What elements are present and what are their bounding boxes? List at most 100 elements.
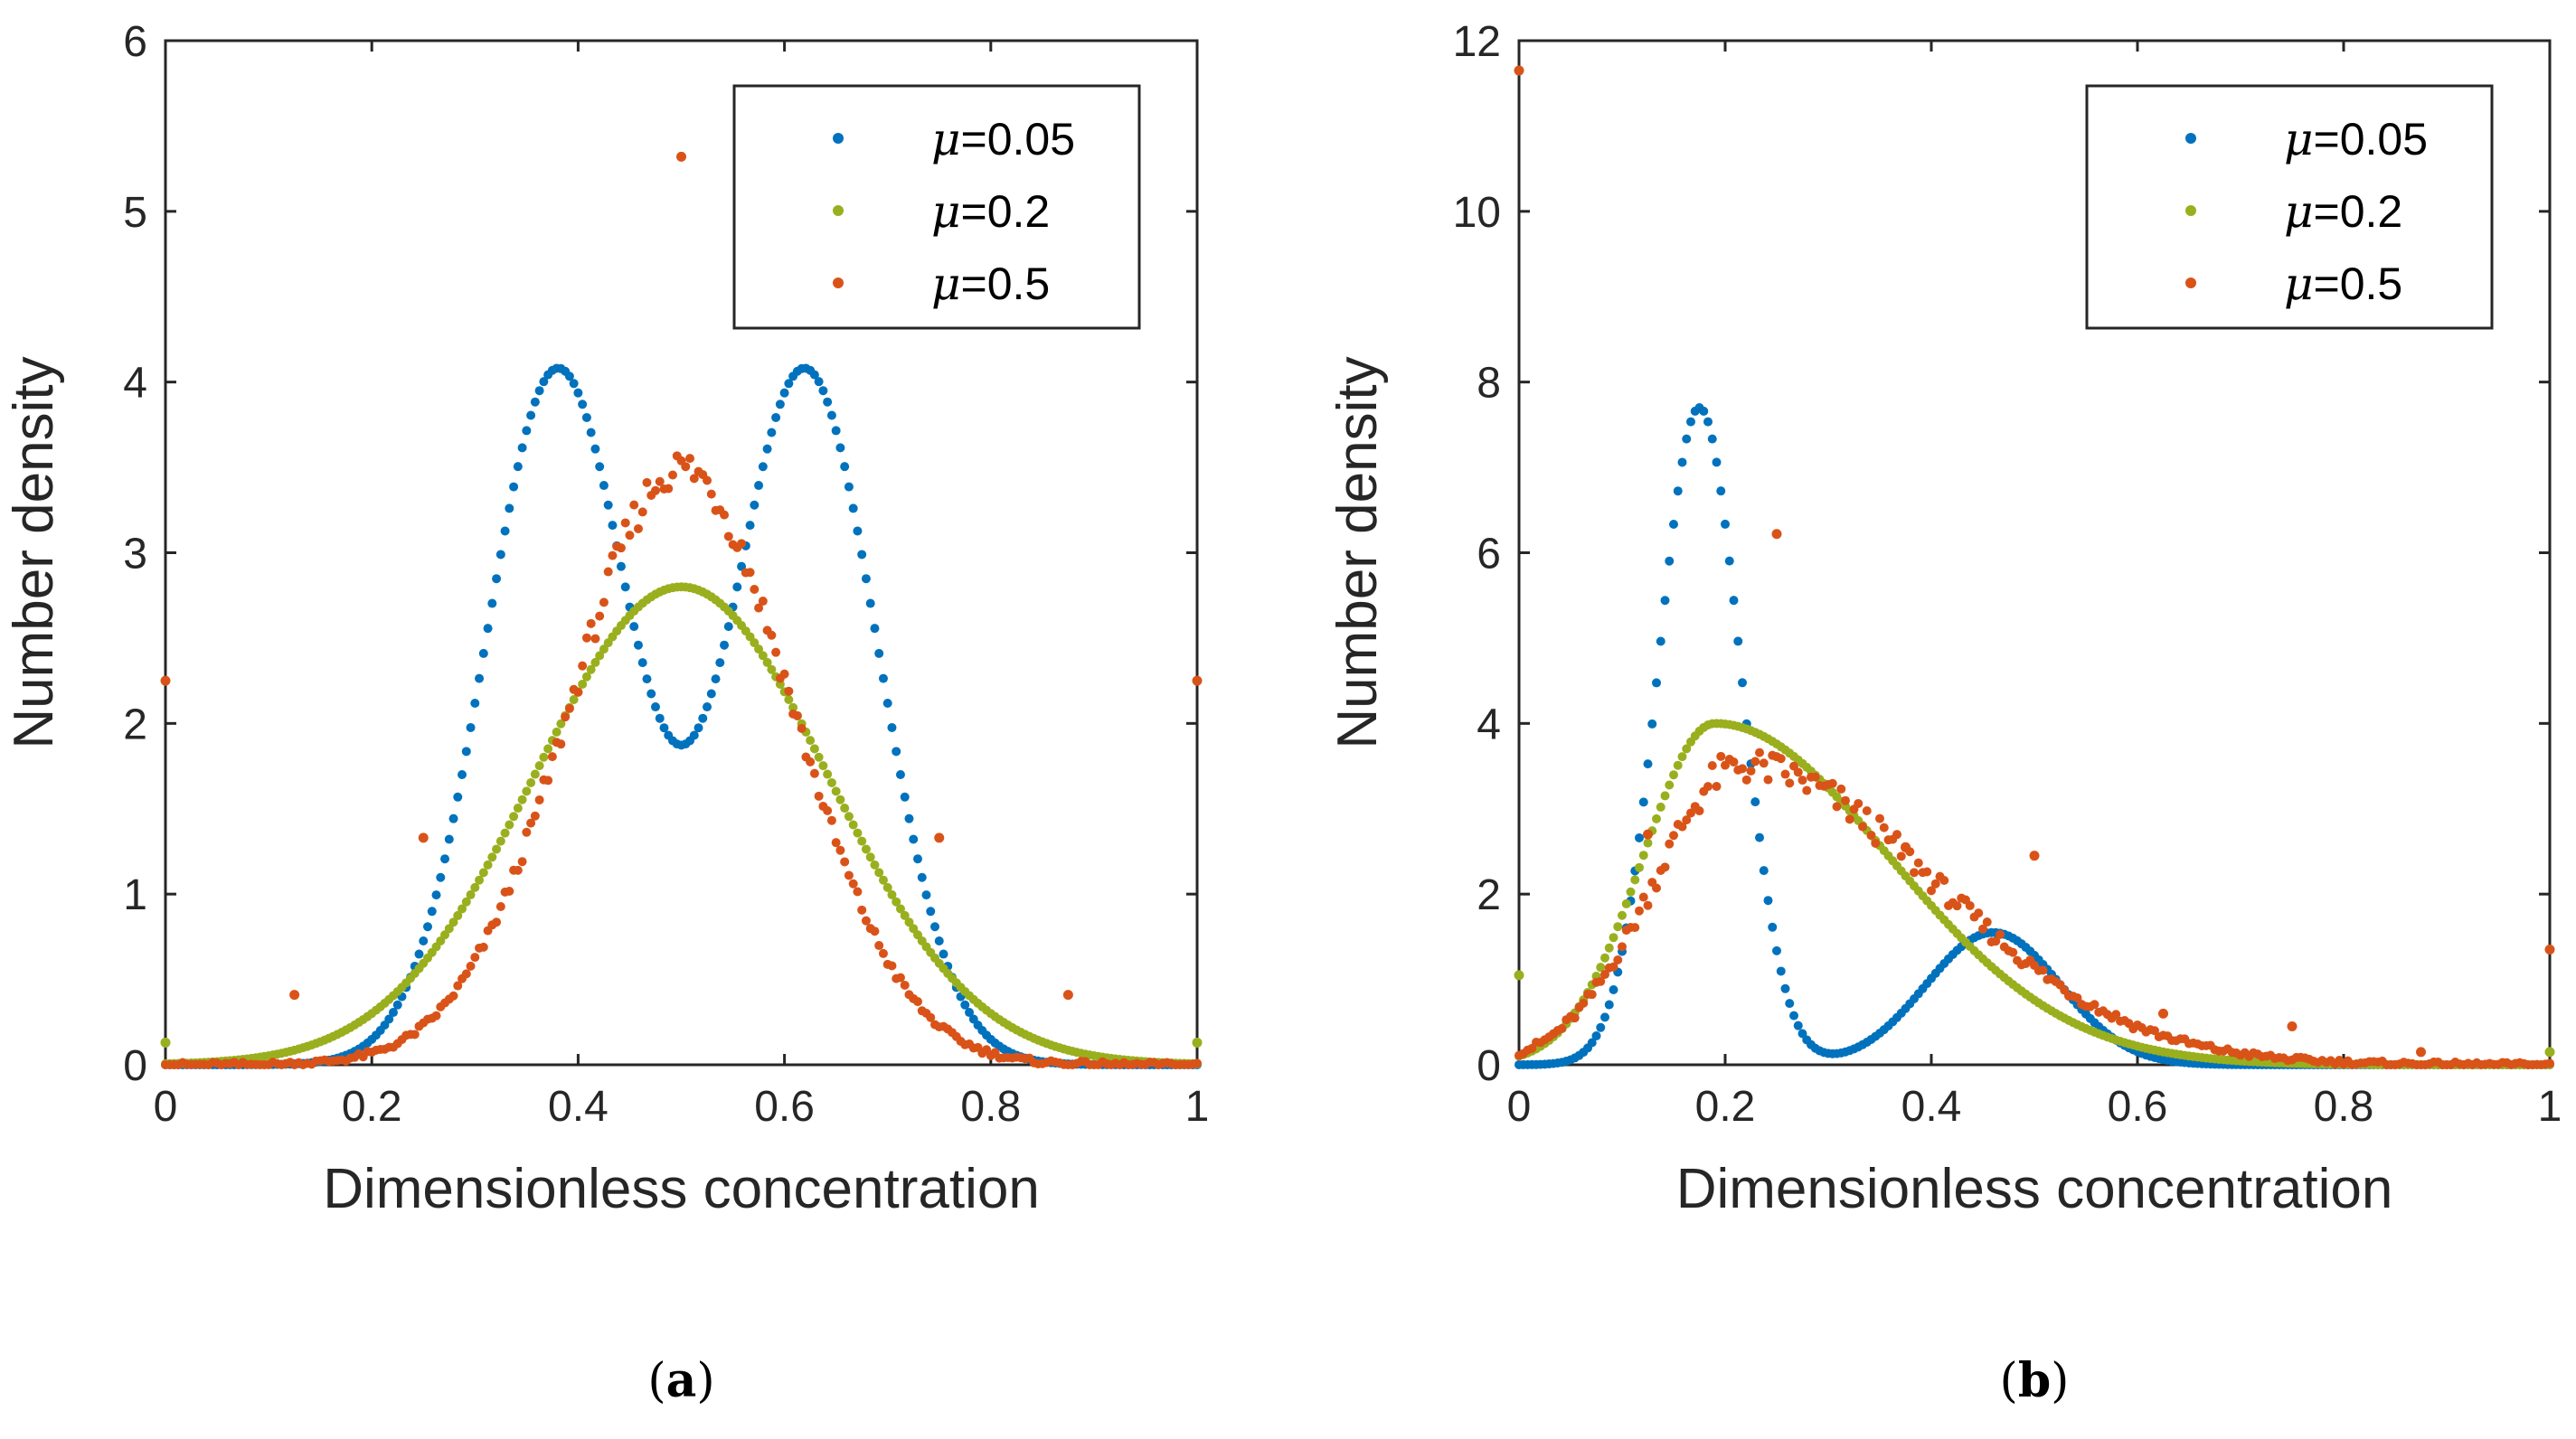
data-point (1827, 778, 1837, 788)
data-point (737, 539, 747, 549)
legend-label: μ=0.05 (2284, 113, 2428, 165)
data-point (750, 584, 760, 594)
data-point (513, 865, 523, 875)
data-point (578, 661, 588, 671)
data-point (823, 397, 833, 407)
data-point (423, 922, 432, 932)
data-point (895, 770, 905, 779)
data-point (1862, 806, 1872, 815)
data-point (1866, 831, 1876, 841)
legend-value: =0.5 (961, 259, 1051, 309)
data-point (448, 814, 458, 823)
legend-mu-symbol: μ (931, 185, 961, 238)
data-point (539, 752, 549, 762)
data-point (1682, 744, 1692, 754)
data-point (1780, 769, 1790, 779)
data-point (1665, 556, 1675, 566)
data-point (487, 598, 497, 608)
data-point (534, 795, 544, 804)
y-tick-label: 2 (1477, 871, 1501, 919)
data-point (509, 482, 519, 492)
data-point (517, 857, 527, 867)
data-point (530, 769, 540, 779)
data-point (667, 470, 677, 480)
x-tick-label: 0.4 (1901, 1083, 1962, 1131)
data-point (887, 961, 897, 971)
data-point (1974, 908, 1984, 918)
data-point (1660, 791, 1670, 801)
data-point (745, 568, 755, 578)
legend-value: =0.2 (961, 186, 1051, 237)
data-point (1978, 924, 1987, 934)
data-point (534, 386, 544, 396)
data-point (1677, 457, 1687, 467)
data-point (806, 736, 816, 746)
data-point (848, 879, 858, 889)
legend-value: =0.2 (2314, 186, 2403, 237)
data-point (564, 372, 574, 381)
data-point-outlier (1901, 842, 1911, 852)
data-point (1798, 776, 1807, 785)
data-point (526, 818, 536, 828)
data-point (1802, 785, 1812, 795)
data-point (1643, 838, 1653, 848)
data-point (410, 1030, 420, 1039)
data-point (723, 622, 733, 632)
data-point (1755, 748, 1764, 757)
data-point (823, 805, 833, 815)
data-point (857, 836, 867, 846)
data-point (517, 443, 527, 453)
data-point (492, 844, 502, 854)
data-point (1694, 806, 1704, 816)
data-point (495, 550, 505, 560)
data-point (1858, 822, 1867, 832)
data-point-outlier (1062, 990, 1073, 1001)
data-point (620, 518, 630, 528)
x-tick-label: 0.6 (754, 1083, 815, 1131)
legend: μ=0.05μ=0.2μ=0.5 (2085, 84, 2494, 330)
data-point (629, 622, 639, 632)
data-point (603, 500, 613, 510)
data-point-outlier (2544, 945, 2555, 955)
data-point (934, 936, 944, 945)
data-point (458, 770, 467, 779)
data-point (878, 875, 888, 885)
data-point (1965, 900, 1975, 910)
data-point (840, 804, 850, 814)
legend-marker (2185, 277, 2196, 288)
data-point-outlier (2029, 851, 2040, 861)
data-point (569, 695, 579, 704)
data-point (848, 820, 858, 830)
data-point (1621, 898, 1631, 908)
data-point (650, 485, 660, 495)
data-point (909, 834, 919, 844)
data-point (573, 687, 583, 697)
caption-open: ( (647, 1354, 665, 1408)
legend-label: μ=0.05 (931, 113, 1075, 165)
data-point (1724, 556, 1734, 566)
data-point (470, 953, 480, 963)
data-point-outlier (160, 1037, 171, 1048)
data-point-outlier (2287, 1021, 2298, 1032)
legend-mu-symbol: μ (2284, 185, 2314, 238)
data-point (809, 768, 819, 778)
y-tick-label: 12 (1453, 18, 1501, 66)
data-point (900, 910, 910, 920)
data-point (458, 904, 467, 914)
data-point (1750, 797, 1760, 807)
data-point (1738, 678, 1747, 688)
legend-label: μ=0.5 (931, 258, 1050, 310)
data-point (1638, 797, 1648, 807)
data-point (637, 507, 647, 517)
data-point (487, 852, 497, 862)
data-point (475, 875, 485, 885)
y-tick-label: 6 (1477, 531, 1501, 578)
data-point (900, 980, 910, 990)
data-point (706, 489, 716, 499)
data-point (2072, 992, 2082, 1002)
data-point (754, 481, 764, 491)
data-point (1630, 923, 1640, 933)
data-point (461, 897, 471, 907)
data-point (1600, 953, 1609, 963)
data-point (1193, 1058, 1202, 1068)
